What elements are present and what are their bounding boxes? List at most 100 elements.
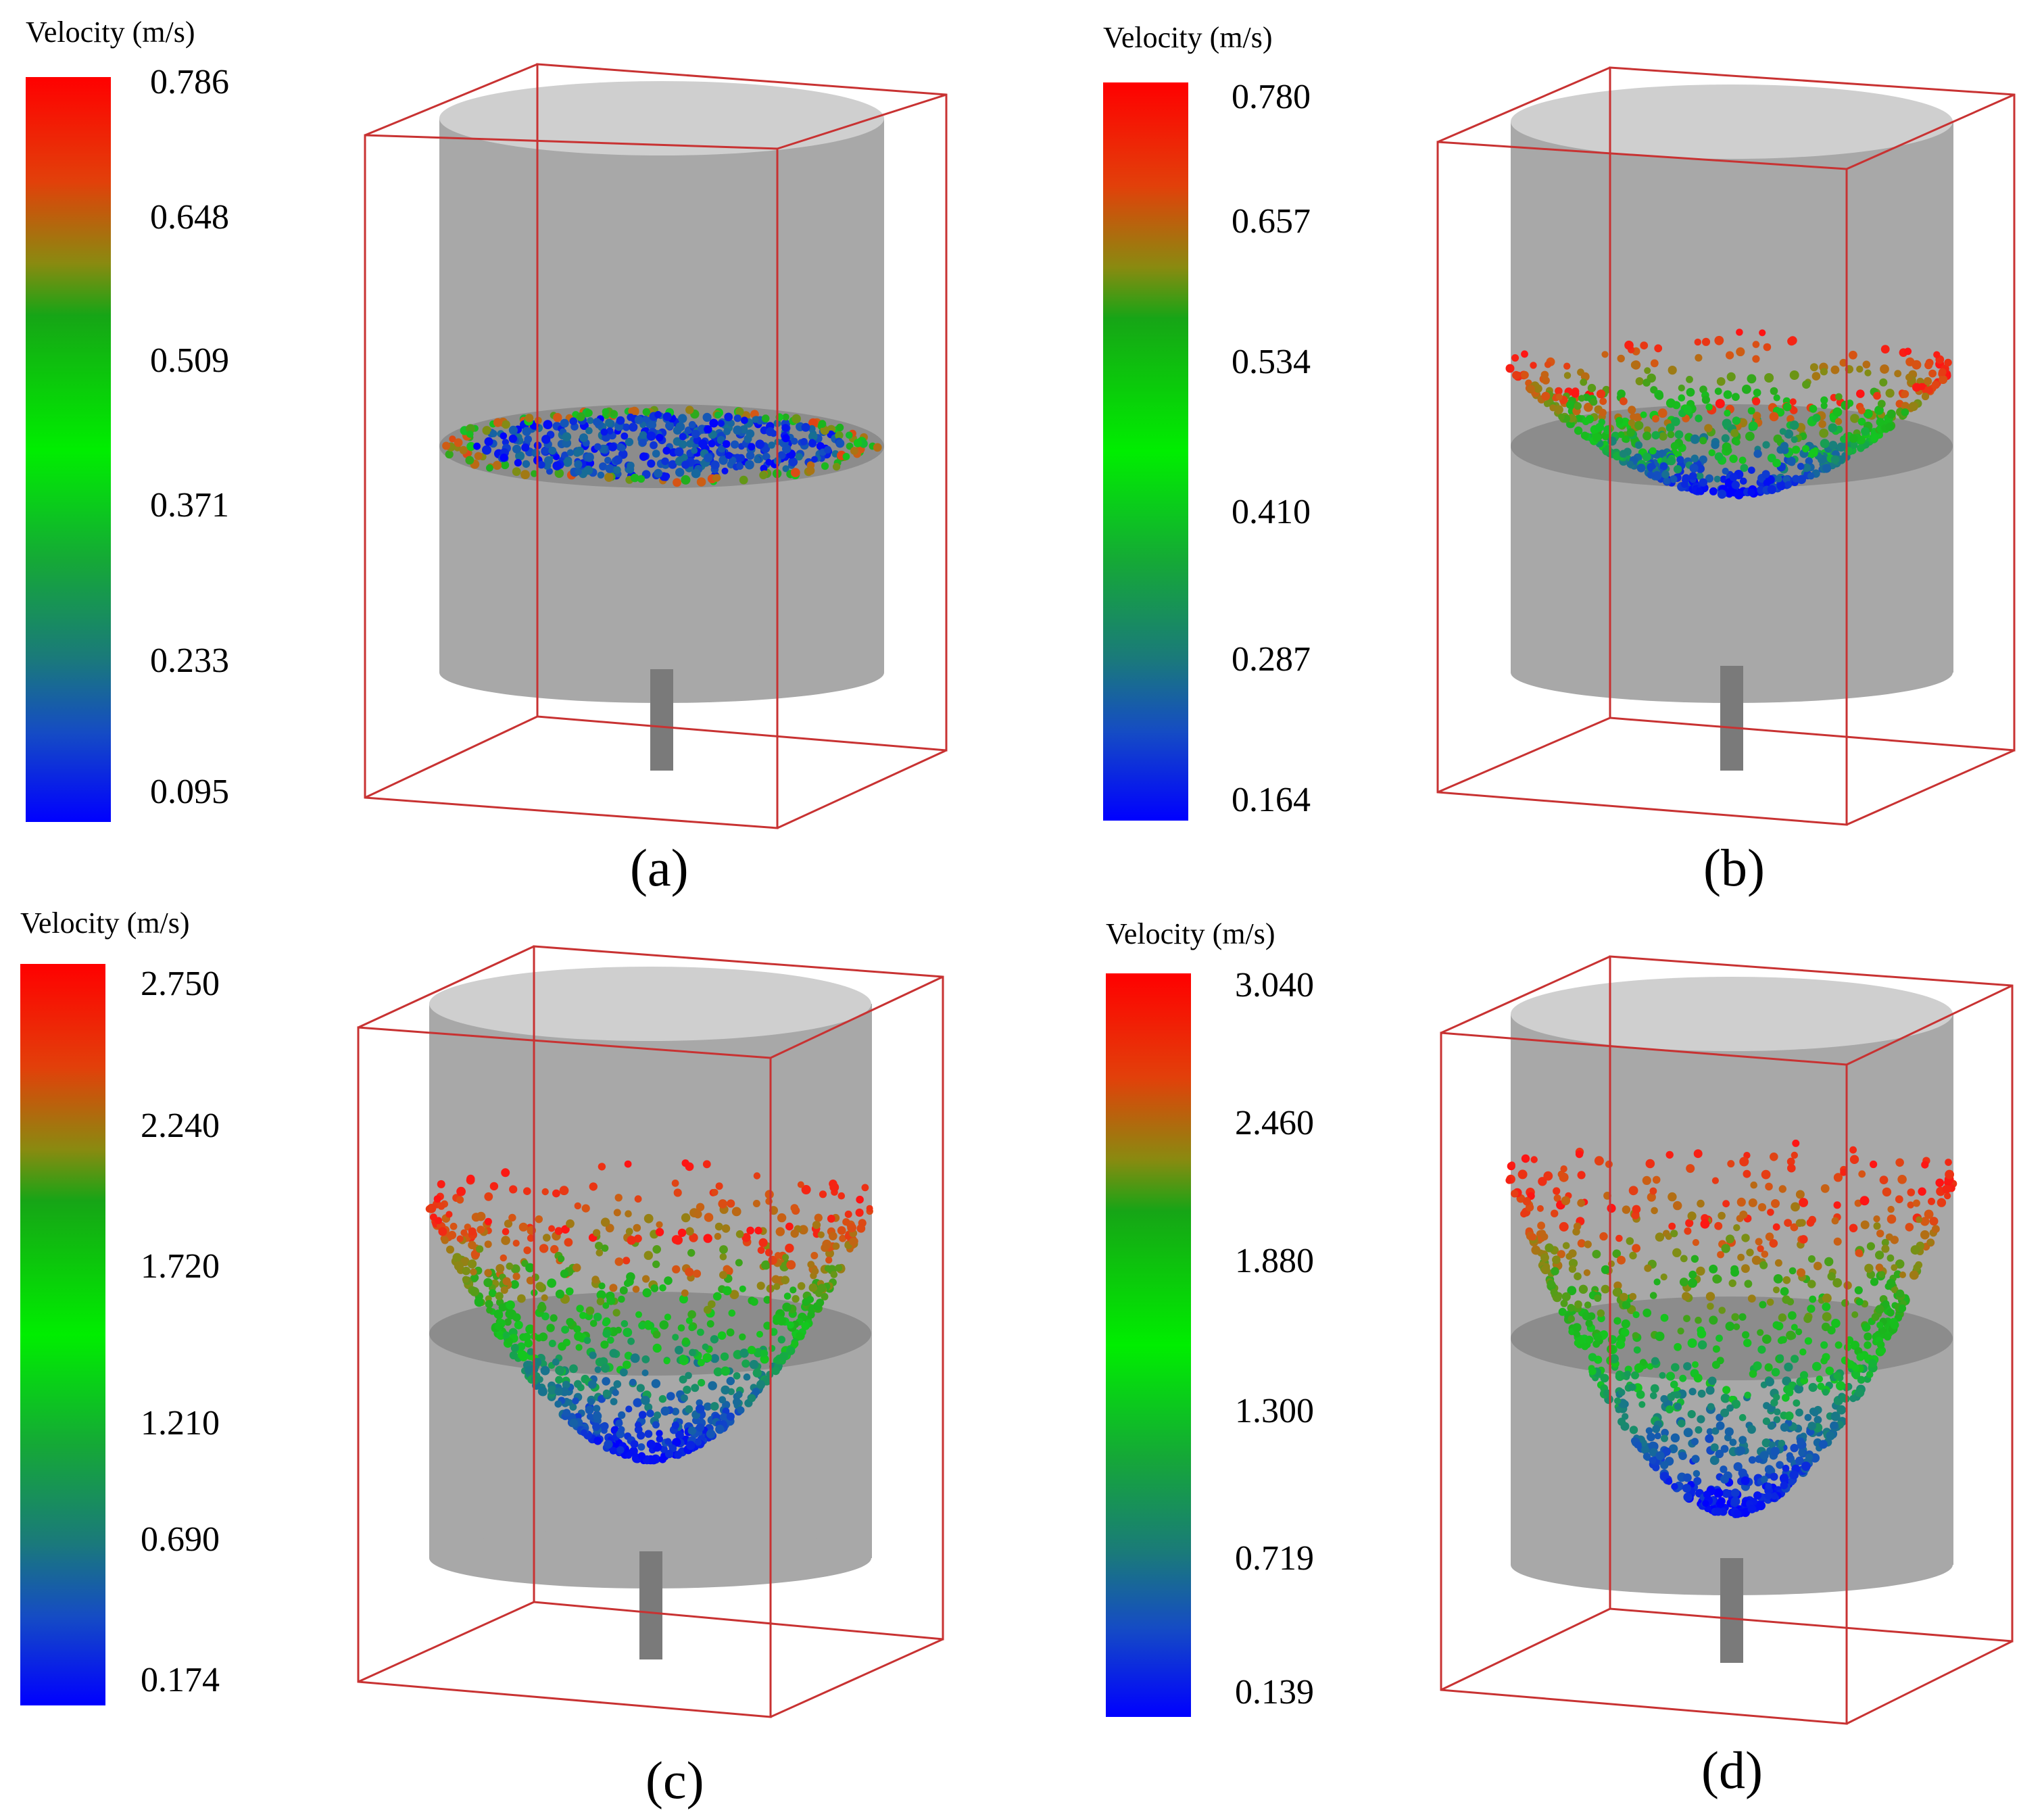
particle — [1654, 344, 1663, 353]
particle — [1795, 1190, 1805, 1199]
particle — [818, 420, 827, 428]
particle — [514, 1320, 523, 1330]
particle — [662, 447, 671, 455]
particle — [1912, 1199, 1920, 1207]
particle — [1661, 470, 1670, 479]
particle — [1603, 1389, 1611, 1397]
particle — [1733, 439, 1741, 446]
particle — [561, 1326, 569, 1334]
particle — [548, 446, 557, 455]
particle — [575, 1344, 583, 1351]
particle — [1792, 445, 1801, 454]
particle — [673, 478, 681, 487]
particle — [821, 1244, 829, 1252]
particle — [837, 1226, 846, 1235]
particle — [1887, 1254, 1895, 1262]
particle — [1894, 370, 1902, 378]
particle — [602, 1389, 611, 1397]
particle — [1677, 1328, 1684, 1335]
particle — [769, 1328, 778, 1336]
particle — [760, 1349, 769, 1357]
particle — [1601, 1284, 1610, 1294]
particle — [817, 1231, 825, 1238]
particle — [1822, 1302, 1831, 1311]
particle — [1508, 1161, 1515, 1169]
particle — [1671, 1363, 1680, 1372]
particle — [1820, 1184, 1830, 1193]
legend-tick: 2.460 — [1235, 1104, 1314, 1142]
particle — [1725, 1321, 1735, 1331]
particle — [853, 439, 862, 447]
particle — [1776, 1354, 1784, 1361]
particle — [1718, 1307, 1726, 1314]
particle — [1862, 1323, 1871, 1332]
particle — [660, 1445, 668, 1453]
particle — [664, 1313, 672, 1321]
particle — [702, 1160, 711, 1169]
particle — [558, 1342, 566, 1351]
particle — [1807, 1280, 1816, 1288]
particle — [1683, 406, 1693, 414]
particle — [1742, 1331, 1750, 1339]
particle — [1780, 1481, 1788, 1490]
particle — [1733, 1509, 1742, 1518]
particle — [1887, 409, 1896, 419]
particle — [1613, 1317, 1622, 1325]
particle — [552, 461, 562, 470]
particle — [569, 1418, 579, 1428]
particle — [1876, 1230, 1884, 1238]
particle — [1876, 1340, 1885, 1349]
particle — [1770, 1492, 1778, 1500]
particle — [574, 1332, 583, 1341]
particle — [696, 1404, 705, 1414]
particle — [613, 455, 623, 465]
particle — [1652, 1463, 1660, 1472]
particle — [1720, 1465, 1728, 1474]
particle — [502, 1277, 511, 1286]
particle — [605, 418, 614, 427]
particle — [500, 454, 508, 462]
particle — [837, 1192, 846, 1200]
particle — [1650, 359, 1659, 368]
particle — [581, 1204, 590, 1213]
particle — [1674, 1403, 1682, 1410]
particle — [574, 460, 583, 469]
particle — [1849, 434, 1858, 443]
particle — [1942, 1184, 1951, 1194]
particle — [1937, 1198, 1947, 1207]
particle — [790, 1229, 799, 1238]
particle — [456, 1235, 464, 1242]
particle — [1809, 448, 1818, 458]
particle — [606, 427, 614, 435]
particle — [1667, 1392, 1675, 1401]
particle — [1632, 1244, 1640, 1253]
particle — [462, 1266, 470, 1276]
particle — [641, 1369, 649, 1376]
particle — [723, 1286, 732, 1296]
particle — [1558, 1307, 1567, 1316]
particle — [637, 1452, 646, 1460]
particle — [1782, 402, 1792, 412]
particle — [502, 420, 510, 429]
particle — [1747, 488, 1755, 497]
particle — [1607, 1344, 1616, 1354]
particle — [721, 467, 729, 475]
particle — [649, 1455, 658, 1465]
particle — [726, 1412, 735, 1421]
particle — [1773, 1393, 1780, 1401]
particle — [576, 1305, 584, 1313]
particle — [1693, 1477, 1702, 1485]
particle — [433, 1195, 441, 1203]
particle — [1529, 1233, 1537, 1241]
particle — [1699, 478, 1707, 487]
particle — [1666, 456, 1676, 466]
particle — [1601, 351, 1609, 358]
particle — [1928, 369, 1937, 378]
particle — [1825, 1366, 1834, 1376]
particle — [1605, 1160, 1613, 1168]
particle — [1600, 1374, 1609, 1383]
bounding-box — [364, 63, 948, 829]
particle — [1849, 1146, 1857, 1154]
particle — [1738, 1413, 1747, 1422]
particle — [796, 1332, 804, 1340]
